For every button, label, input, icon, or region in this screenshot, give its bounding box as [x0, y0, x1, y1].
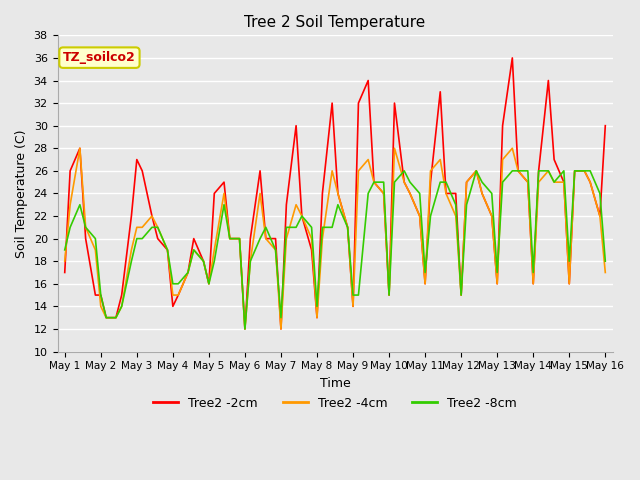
Tree2 -8cm: [421, 270, 429, 276]
Tree2 -2cm: [416, 213, 424, 219]
Tree2 -8cm: [509, 168, 516, 174]
Line: Tree2 -4cm: Tree2 -4cm: [65, 148, 605, 329]
Tree2 -4cm: [241, 326, 249, 332]
Tree2 -2cm: [509, 55, 516, 61]
Tree2 -4cm: [602, 270, 609, 276]
Tree2 -2cm: [349, 303, 357, 309]
Tree2 -2cm: [256, 168, 264, 174]
Tree2 -4cm: [262, 236, 269, 241]
Text: TZ_soilco2: TZ_soilco2: [63, 51, 136, 64]
Tree2 -8cm: [241, 326, 249, 332]
Title: Tree 2 Soil Temperature: Tree 2 Soil Temperature: [244, 15, 426, 30]
Tree2 -2cm: [61, 270, 68, 276]
Tree2 -8cm: [112, 315, 120, 321]
Tree2 -2cm: [602, 123, 609, 129]
Tree2 -4cm: [355, 168, 362, 174]
Tree2 -4cm: [61, 258, 68, 264]
Tree2 -4cm: [118, 303, 125, 309]
Tree2 -4cm: [436, 156, 444, 162]
Tree2 -8cm: [401, 168, 408, 174]
Line: Tree2 -2cm: Tree2 -2cm: [65, 58, 605, 329]
Tree2 -2cm: [427, 179, 435, 185]
Tree2 -8cm: [256, 236, 264, 241]
Tree2 -8cm: [349, 292, 357, 298]
Tree2 -8cm: [61, 247, 68, 253]
Tree2 -4cm: [76, 145, 84, 151]
Tree2 -8cm: [602, 258, 609, 264]
Tree2 -2cm: [499, 123, 506, 129]
Tree2 -2cm: [241, 326, 249, 332]
Legend: Tree2 -2cm, Tree2 -4cm, Tree2 -8cm: Tree2 -2cm, Tree2 -4cm, Tree2 -8cm: [148, 392, 522, 415]
Tree2 -2cm: [112, 315, 120, 321]
Tree2 -8cm: [436, 179, 444, 185]
Tree2 -4cm: [509, 145, 516, 151]
Tree2 -4cm: [421, 281, 429, 287]
X-axis label: Time: Time: [319, 377, 350, 390]
Line: Tree2 -8cm: Tree2 -8cm: [65, 171, 605, 329]
Y-axis label: Soil Temperature (C): Soil Temperature (C): [15, 129, 28, 258]
